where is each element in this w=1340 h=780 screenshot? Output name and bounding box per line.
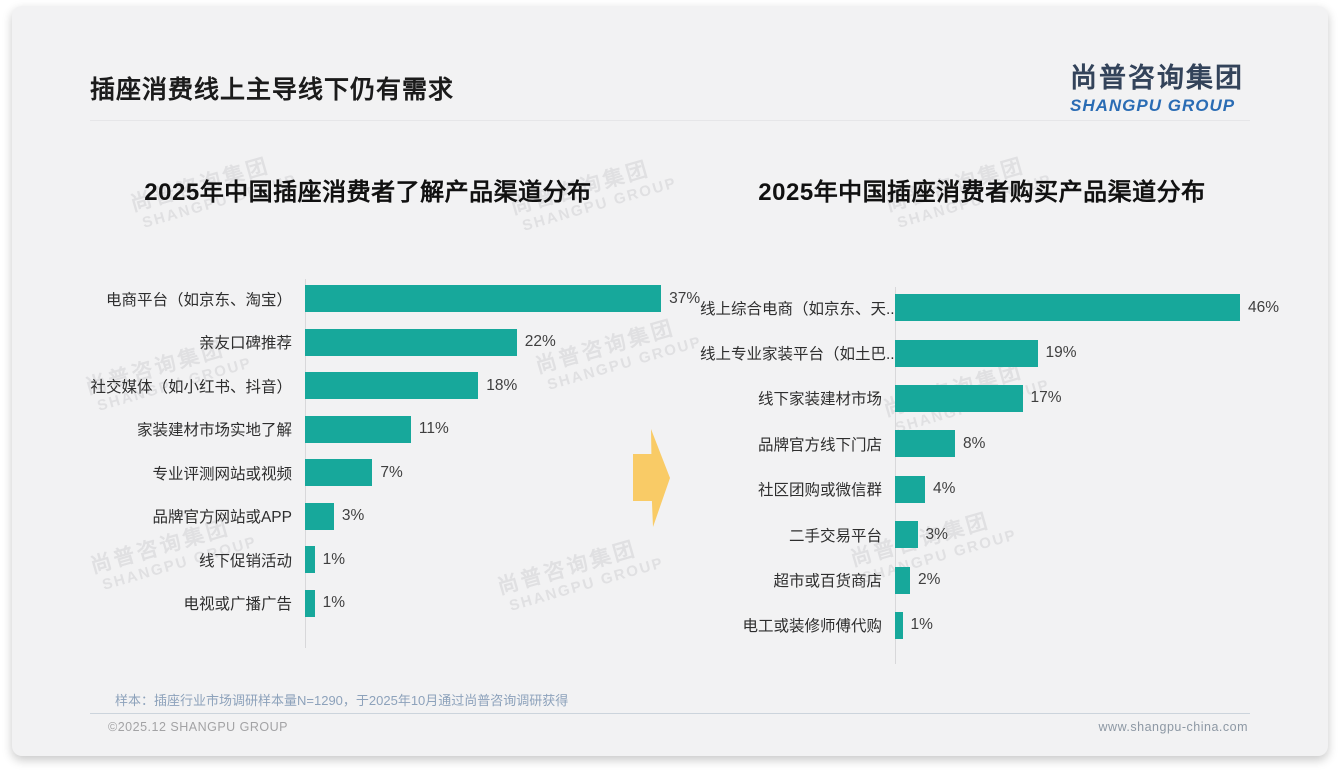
category-label: 超市或百货商店 [773,573,882,591]
value-label: 11% [418,420,449,438]
bar-track: 22% [305,321,690,365]
category-label: 线下促销活动 [198,552,292,570]
bar-track: 19% [895,330,1270,375]
awareness-channel-bar-chart: 电商平台（如京东、淘宝） 37% 亲友口碑推荐 22% 社交媒体（如小红书、抖音） 18%… [90,277,700,648]
value-label: 18% [486,376,518,394]
right-arrow-icon [630,426,676,532]
bar-row: 家装建材市场实地了解 11% [90,408,690,452]
value-label: 1% [910,616,933,634]
value-label: 37% [669,289,701,307]
bar-row: 电工或装修师傅代购 1% [700,603,1270,648]
bar-track: 18% [305,364,690,408]
value-label: 2% [918,571,941,589]
value-label: 46% [1248,298,1280,316]
bar-track: 3% [305,495,690,539]
bar-track: 7% [305,451,690,495]
bar-track: 1% [305,582,690,626]
bar [895,384,1023,412]
value-label: 4% [933,480,956,498]
category-label: 线上专业家装平台（如土巴... [700,346,899,364]
value-label: 3% [341,507,365,525]
left-chart-title: 2025年中国插座消费者了解产品渠道分布 [144,179,592,206]
copyright-text: ©2025.12 SHANGPU GROUP [108,720,288,734]
logo-chinese-text: 尚普咨询集团 [1070,63,1244,93]
category-label: 家装建材市场实地了解 [136,422,292,440]
website-url: www.shangpu-china.com [1098,720,1248,734]
category-label: 专业评测网站或视频 [152,465,292,483]
bar-track: 1% [895,603,1270,648]
value-label: 7% [380,463,403,481]
bar [895,566,910,594]
bar-track: 37% [305,277,700,321]
category-label: 二手交易平台 [788,527,882,545]
category-label: 电工或装修师傅代购 [742,618,882,636]
slide: 尚普咨询集团 SHANGPU GROUP 尚普咨询集团 SHANGPU GROUP 尚普… [12,6,1328,756]
bar [305,372,479,400]
bar [895,430,955,458]
bar [895,339,1038,367]
value-label: 1% [322,550,346,568]
bar-row: 社区团购或微信群 4% [700,467,1270,512]
bar-track: 3% [895,512,1270,557]
category-label: 品牌官方线下门店 [757,436,882,454]
bar [305,502,334,530]
bar [305,546,315,574]
bar-row: 电视或广播广告 1% [90,582,690,626]
bar-track: 11% [305,408,690,452]
category-label: 电商平台（如京东、淘宝） [105,291,292,309]
bar-row: 品牌官方网站或APP 3% [90,495,690,539]
category-label: 线下家装建材市场 [757,391,882,409]
bar-track: 1% [305,538,690,582]
bar-row: 线下家装建材市场 17% [700,376,1270,421]
bar [305,589,315,617]
right-chart-title: 2025年中国插座消费者购买产品渠道分布 [758,179,1206,206]
category-label: 亲友口碑推荐 [198,335,292,353]
category-label: 电视或广播广告 [183,596,292,614]
bar-track: 8% [895,421,1270,466]
bar-row: 亲友口碑推荐 22% [90,321,690,365]
page-title: 插座消费线上主导线下仍有需求 [90,76,455,104]
shangpu-logo: 尚普咨询集团 SHANGPU GROUP [1070,56,1244,116]
value-label: 22% [524,333,556,351]
value-label: 17% [1030,389,1062,407]
footer-divider [90,713,1250,714]
y-axis-line [895,287,896,664]
bar [895,521,918,549]
value-label: 8% [963,434,986,452]
category-label: 社交媒体（如小红书、抖音） [90,378,292,396]
purchase-channel-bar-chart: 线上综合电商（如京东、天... 46% 线上专业家装平台（如土巴... 19% 线下家装… [700,285,1279,664]
bar-row: 专业评测网站或视频 7% [90,451,690,495]
bar-row: 二手交易平台 3% [700,512,1270,557]
bar-row: 线上综合电商（如京东、天... 46% [700,285,1279,330]
value-label: 19% [1045,344,1077,362]
sample-note: 样本：插座行业市场调研样本量N=1290，于2025年10月通过尚普咨询调研获得 [115,693,569,708]
bar-track: 2% [895,557,1270,602]
bar-track: 17% [895,376,1270,421]
bar-track: 4% [895,467,1270,512]
bar [305,415,411,443]
value-label: 1% [322,594,346,612]
logo-english-text: SHANGPU GROUP [1070,96,1236,115]
bar-row: 线上专业家装平台（如土巴... 19% [700,330,1270,375]
bar-row: 超市或百货商店 2% [700,557,1270,602]
category-label: 线上综合电商（如京东、天... [700,300,899,318]
bar [305,328,517,356]
bar [305,459,373,487]
value-label: 3% [925,525,948,543]
bar-row: 电商平台（如京东、淘宝） 37% [90,277,700,321]
bar-row: 线下促销活动 1% [90,538,690,582]
bar [895,475,925,503]
category-label: 社区团购或微信群 [757,482,882,500]
bar-row: 品牌官方线下门店 8% [700,421,1270,466]
bar [895,294,1240,322]
bar-track: 46% [895,285,1279,330]
bar [305,285,662,313]
bar-row: 社交媒体（如小红书、抖音） 18% [90,364,690,408]
header-divider [90,120,1250,121]
category-label: 品牌官方网站或APP [152,509,292,527]
bar [895,611,903,639]
